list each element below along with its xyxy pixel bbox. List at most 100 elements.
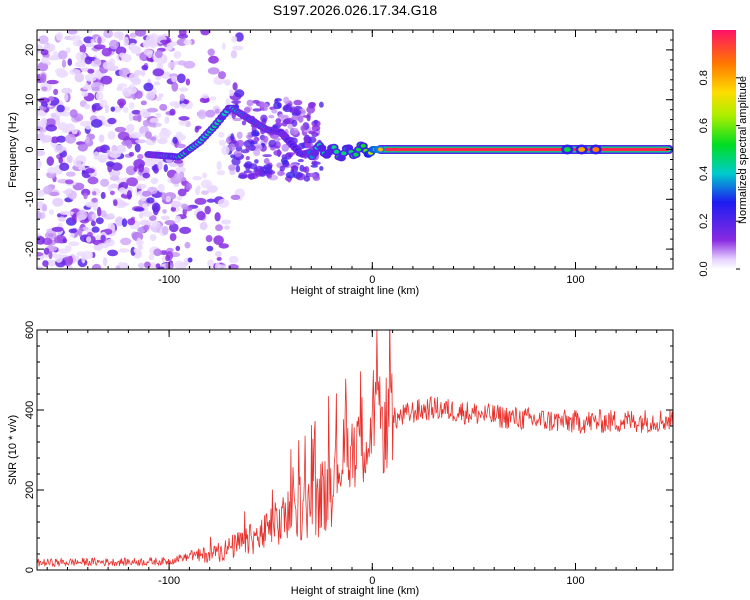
spectrogram-noise-blob	[235, 165, 241, 173]
snr-x-label: Height of straight line (km)	[291, 585, 419, 597]
spectrogram-noise-blob	[62, 189, 72, 195]
spectrogram-noise-blob	[94, 58, 101, 65]
spectrogram-noise-blob	[134, 69, 143, 76]
spectrogram-noise-blob	[109, 39, 119, 50]
spectrogram-noise-blob	[145, 131, 152, 139]
spectrogram-noise-blob	[161, 192, 167, 201]
spectrogram-noise-blob	[133, 247, 140, 254]
spectrogram-noise-blob	[79, 120, 91, 127]
spectrogram-noise-blob	[268, 139, 277, 148]
spectrogram-noise-blob	[116, 86, 123, 91]
spectrogram-noise-blob	[197, 109, 207, 120]
spectrogram-noise-blob	[169, 223, 179, 233]
spectrogram-noise-blob	[224, 225, 230, 230]
spectrogram-noise-blob	[68, 228, 78, 234]
spectrogram-noise-blob	[72, 40, 84, 47]
spectrogram-noise-blob	[69, 109, 78, 118]
spectrogram-noise-blob	[163, 164, 168, 173]
ridge-blob-core	[355, 147, 362, 152]
spectrogram-noise-blob	[48, 251, 53, 260]
spectrogram-noise-blob	[79, 43, 87, 54]
spectrogram-noise-blob	[177, 33, 189, 39]
colorbar-tick-label: 0.0	[698, 261, 710, 276]
spectrogram-noise-blob	[231, 100, 242, 104]
spectrogram-noise-blob	[61, 59, 67, 68]
spectrogram-noise-blob	[277, 171, 286, 176]
spectrogram-noise-blob	[263, 158, 270, 165]
spectrogram-noise-blob	[152, 205, 159, 216]
spectrogram-noise-blob	[185, 78, 191, 86]
spectrogram-noise-blob	[228, 264, 239, 269]
spectrogram-noise-blob	[209, 96, 217, 101]
spectrogram-noise-blob	[234, 89, 245, 98]
spectrogram-noise-blob	[170, 206, 176, 212]
spectrogram-noise-blob	[172, 136, 178, 144]
spectrogram-noise-blob	[78, 165, 86, 171]
spectrogram-noise-blob	[127, 218, 136, 226]
spectrogram-noise-blob	[238, 174, 248, 179]
spectrogram-noise-blob	[73, 158, 82, 167]
spectrogram-noise-blob	[231, 35, 238, 43]
snr-background	[37, 330, 673, 570]
spectrogram-noise-blob	[160, 39, 171, 44]
spectrogram-noise-blob	[268, 114, 275, 119]
spectrogram-noise-blob	[126, 190, 132, 200]
spectrogram-noise-blob	[78, 214, 87, 220]
spectrogram-noise-blob	[46, 156, 54, 166]
snr-x-ticks: -100 0 100	[46, 330, 658, 587]
colorbar-tick-label: 0.2	[698, 214, 710, 229]
spectrogram-noise-blob	[157, 266, 165, 269]
spectrogram-noise-blob	[118, 248, 130, 253]
spectrogram-noise-blob	[202, 172, 208, 179]
spectrogram-noise-blob	[149, 136, 157, 141]
spectrogram-noise-blob	[148, 262, 157, 269]
ridge-blob-core	[341, 151, 347, 156]
spectrogram-noise-blob	[199, 97, 210, 104]
ridge-band-core	[384, 147, 669, 152]
spectrogram-noise-blob	[254, 169, 265, 177]
colorbar-gradient	[712, 30, 736, 269]
spectrogram-noise-blob	[155, 50, 163, 59]
spectrogram-noise-blob	[152, 164, 160, 174]
spectrogram-noise-blob	[81, 254, 86, 264]
spectrogram-noise-blob	[78, 226, 83, 237]
spectrogram-noise-blob	[287, 124, 294, 130]
spectrogram-noise-blob	[166, 42, 173, 51]
spectrogram-noise-blob	[246, 134, 253, 140]
spectrogram-noise-blob	[141, 69, 146, 77]
spectrogram-noise-blob	[63, 127, 71, 133]
spectrogram-noise-blob	[125, 124, 134, 134]
spectrogram-noise-blob	[131, 109, 141, 115]
spectrogram-noise-blob	[41, 86, 48, 92]
spectrogram-noise-blob	[302, 115, 311, 118]
spectrogram-x-label: Height of straight line (km)	[291, 285, 419, 297]
spectrogram-noise-blob	[233, 150, 242, 157]
spectrogram-noise-blob	[51, 226, 64, 232]
spectrogram-noise-blob	[184, 241, 191, 249]
spectrogram-noise-blob	[37, 109, 45, 116]
spectrogram-noise-blob	[307, 102, 316, 109]
spectrogram-noise-blob	[243, 170, 253, 174]
spectrogram-noise-blob	[279, 165, 285, 172]
spectrogram-noise-blob	[137, 153, 144, 160]
spectrogram-y-ticks: 20 10 0 -10 -20	[24, 29, 673, 270]
spectrogram-noise-blob	[313, 119, 318, 125]
spectrogram-noise-blob	[300, 125, 306, 132]
spectrogram-noise-blob	[106, 149, 111, 156]
spectrogram-noise-blob	[100, 75, 113, 85]
spectrogram-noise-blob	[218, 132, 225, 138]
spectrogram-noise-blob	[247, 173, 255, 180]
spectrogram-noise-blob	[176, 143, 186, 149]
spectrogram-noise-blob	[253, 136, 260, 142]
spectrogram-noise-blob	[181, 204, 189, 210]
spectrogram-noise-blob	[93, 151, 100, 160]
spectrogram-noise-blob	[49, 191, 60, 197]
spectrogram-noise-blob	[158, 93, 164, 98]
spectrogram-noise-layer	[37, 30, 324, 269]
spectrogram-noise-blob	[183, 39, 192, 45]
y-tick-label: 20	[24, 44, 36, 56]
spectrogram-noise-blob	[165, 195, 171, 203]
spectrogram-noise-blob	[174, 215, 182, 224]
spectrogram-noise-blob	[243, 107, 251, 114]
spectrogram-noise-blob	[137, 239, 144, 246]
